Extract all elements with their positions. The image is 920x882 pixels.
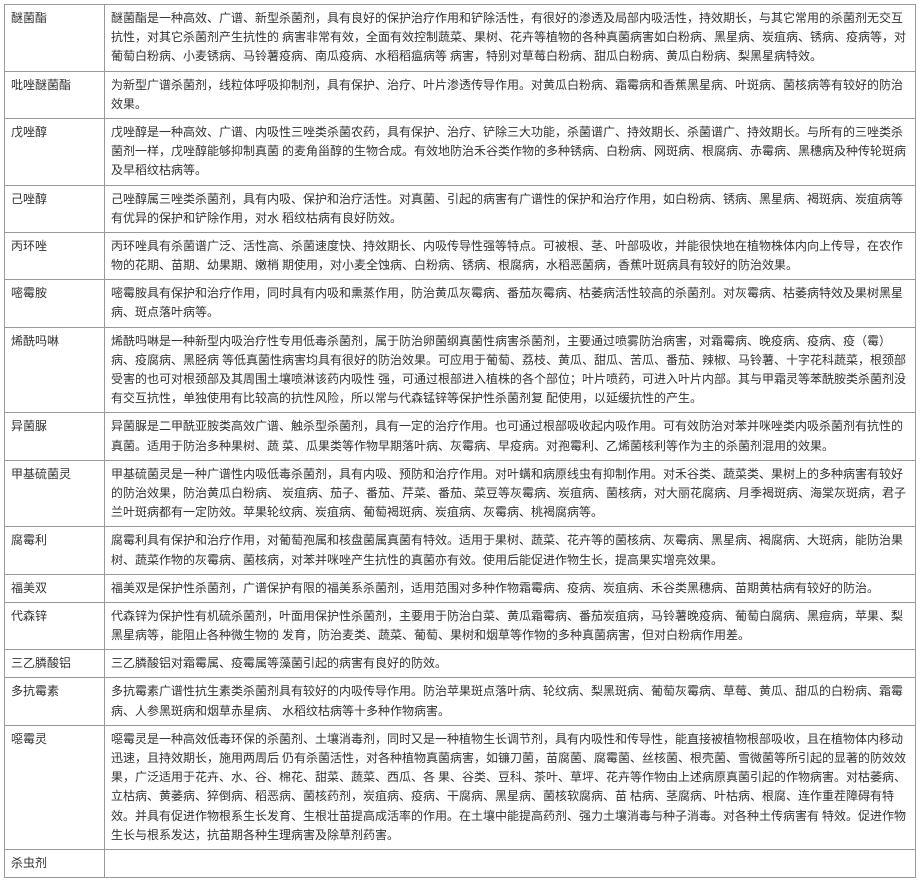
pesticide-desc: 己唑醇属三唑类杀菌剂，具有内吸、保护和治疗活性。对真菌、引起的病害有广谱性的保护… (105, 185, 916, 232)
pesticide-name: 戊唑醇 (5, 118, 105, 185)
pesticide-desc: 烯酰吗啉是一种新型内吸治疗性专用低毒杀菌剂，属于防治卵菌纲真菌性病害杀菌剂，主要… (105, 327, 916, 413)
table-row: 戊唑醇戊唑醇是一种高效、广谱、内吸性三唑类杀菌农药，具有保护、治疗、铲除三大功能… (5, 118, 916, 185)
pesticide-desc: 三乙膦酸铝对霜霉属、疫霉属等藻菌引起的病害有良好的防效。 (105, 650, 916, 678)
table-row: 福美双福美双是保护性杀菌剂，广谱保护有限的福美系杀菌剂，适用范围对多种作物霜霉病… (5, 574, 916, 602)
pesticide-name: 三乙膦酸铝 (5, 650, 105, 678)
pesticide-name: 嘧霉胺 (5, 280, 105, 327)
table-row: 醚菌酯醚菌酯是一种高效、广谱、新型杀菌剂，具有良好的保护治疗作用和铲除活性，有很… (5, 5, 916, 72)
pesticide-desc: 醚菌酯是一种高效、广谱、新型杀菌剂，具有良好的保护治疗作用和铲除活性，有很好的渗… (105, 5, 916, 72)
pesticide-name: 杀虫剂 (5, 849, 105, 877)
pesticide-name: 噁霉灵 (5, 725, 105, 849)
table-row: 嘧霉胺嘧霉胺具有保护和治疗作用，同时具有内吸和熏蒸作用，防治黄瓜灰霉病、番茄灰霉… (5, 280, 916, 327)
pesticide-name: 丙环唑 (5, 232, 105, 279)
pesticide-desc: 代森锌为保护性有机硫杀菌剂，叶面用保护性杀菌剂，主要用于防治白菜、黄瓜霜霉病、番… (105, 602, 916, 649)
pesticide-desc: 腐霉利具有保护和治疗作用，对葡萄孢属和核盘菌属真菌有特效。适用于果树、蔬菜、花卉… (105, 527, 916, 574)
pesticide-name: 己唑醇 (5, 185, 105, 232)
table-row: 多抗霉素多抗霉素广谱性抗生素类杀菌剂具有较好的内吸传导作用。防治苹果斑点落叶病、… (5, 678, 916, 725)
pesticide-desc: 福美双是保护性杀菌剂，广谱保护有限的福美系杀菌剂，适用范围对多种作物霜霉病、疫病… (105, 574, 916, 602)
table-row: 三乙膦酸铝三乙膦酸铝对霜霉属、疫霉属等藻菌引起的病害有良好的防效。 (5, 650, 916, 678)
table-row: 烯酰吗啉烯酰吗啉是一种新型内吸治疗性专用低毒杀菌剂，属于防治卵菌纲真菌性病害杀菌… (5, 327, 916, 413)
pesticide-name: 多抗霉素 (5, 678, 105, 725)
table-row: 异菌脲异菌脲是二甲酰亚胺类高效广谱、触杀型杀菌剂，具有一定的治疗作用。也可通过根… (5, 413, 916, 460)
table-row: 甲基硫菌灵甲基硫菌灵是一种广谱性内吸低毒杀菌剂，具有内吸、预防和治疗作用。对叶螨… (5, 460, 916, 527)
table-row: 噁霉灵噁霉灵是一种高效低毒环保的杀菌剂、土壤消毒剂，同时又是一种植物生长调节剂，… (5, 725, 916, 849)
pesticide-name: 代森锌 (5, 602, 105, 649)
pesticide-desc: 噁霉灵是一种高效低毒环保的杀菌剂、土壤消毒剂，同时又是一种植物生长调节剂，具有内… (105, 725, 916, 849)
pesticide-name: 烯酰吗啉 (5, 327, 105, 413)
table-row: 吡唑醚菌酯为新型广谱杀菌剂，线粒体呼吸抑制剂，具有保护、治疗、叶片渗透传导作用。… (5, 71, 916, 118)
pesticide-name: 腐霉利 (5, 527, 105, 574)
pesticide-name: 异菌脲 (5, 413, 105, 460)
pesticide-name: 甲基硫菌灵 (5, 460, 105, 527)
pesticide-name: 福美双 (5, 574, 105, 602)
pesticide-table: 醚菌酯醚菌酯是一种高效、广谱、新型杀菌剂，具有良好的保护治疗作用和铲除活性，有很… (4, 4, 916, 878)
pesticide-desc: 嘧霉胺具有保护和治疗作用，同时具有内吸和熏蒸作用，防治黄瓜灰霉病、番茄灰霉病、枯… (105, 280, 916, 327)
pesticide-name: 吡唑醚菌酯 (5, 71, 105, 118)
pesticide-desc: 戊唑醇是一种高效、广谱、内吸性三唑类杀菌农药，具有保护、治疗、铲除三大功能，杀菌… (105, 118, 916, 185)
table-body: 醚菌酯醚菌酯是一种高效、广谱、新型杀菌剂，具有良好的保护治疗作用和铲除活性，有很… (5, 5, 916, 878)
table-row: 丙环唑丙环唑具有杀菌谱广泛、活性高、杀菌速度快、持效期长、内吸传导性强等特点。可… (5, 232, 916, 279)
pesticide-desc: 多抗霉素广谱性抗生素类杀菌剂具有较好的内吸传导作用。防治苹果斑点落叶病、轮纹病、… (105, 678, 916, 725)
pesticide-desc: 丙环唑具有杀菌谱广泛、活性高、杀菌速度快、持效期长、内吸传导性强等特点。可被根、… (105, 232, 916, 279)
pesticide-desc: 异菌脲是二甲酰亚胺类高效广谱、触杀型杀菌剂，具有一定的治疗作用。也可通过根部吸收… (105, 413, 916, 460)
table-row: 代森锌代森锌为保护性有机硫杀菌剂，叶面用保护性杀菌剂，主要用于防治白菜、黄瓜霜霉… (5, 602, 916, 649)
pesticide-name: 醚菌酯 (5, 5, 105, 72)
table-row: 腐霉利腐霉利具有保护和治疗作用，对葡萄孢属和核盘菌属真菌有特效。适用于果树、蔬菜… (5, 527, 916, 574)
table-row: 己唑醇己唑醇属三唑类杀菌剂，具有内吸、保护和治疗活性。对真菌、引起的病害有广谱性… (5, 185, 916, 232)
pesticide-desc: 甲基硫菌灵是一种广谱性内吸低毒杀菌剂，具有内吸、预防和治疗作用。对叶螨和病原线虫… (105, 460, 916, 527)
pesticide-desc: 为新型广谱杀菌剂，线粒体呼吸抑制剂，具有保护、治疗、叶片渗透传导作用。对黄瓜白粉… (105, 71, 916, 118)
pesticide-desc (105, 849, 916, 877)
table-row: 杀虫剂 (5, 849, 916, 877)
